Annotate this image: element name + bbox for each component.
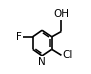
Text: Cl: Cl <box>63 50 73 60</box>
Text: N: N <box>38 57 46 67</box>
Text: F: F <box>16 32 22 42</box>
Text: OH: OH <box>53 9 69 19</box>
